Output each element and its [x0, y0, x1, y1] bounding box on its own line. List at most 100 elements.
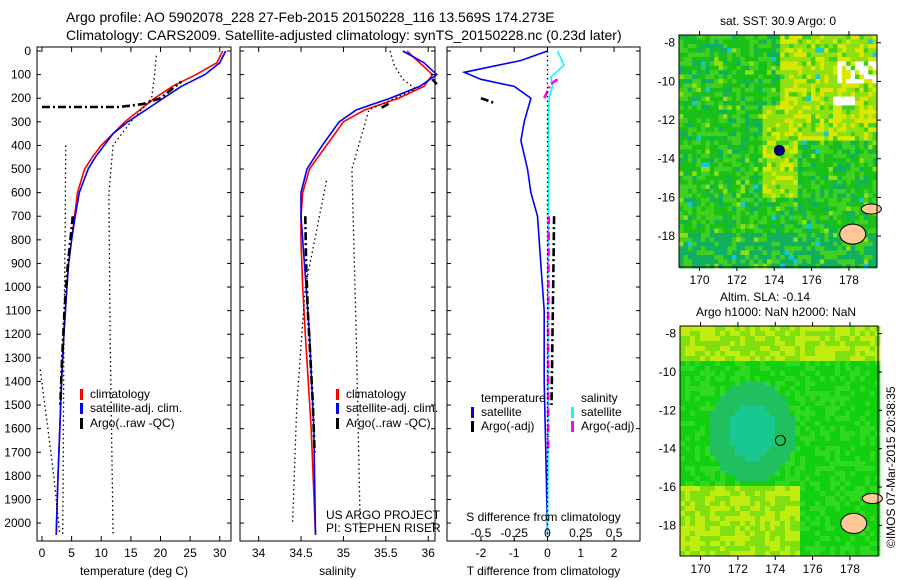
- map-cell: [850, 441, 856, 447]
- map-cell: [727, 184, 733, 190]
- map-cell: [771, 61, 777, 67]
- map-cell: [805, 466, 811, 472]
- map-cell: [705, 456, 711, 462]
- map-cell: [709, 123, 715, 128]
- map-cell: [789, 87, 794, 93]
- map-cell: [745, 341, 751, 347]
- map-cell: [802, 136, 807, 141]
- map-cell: [811, 215, 816, 221]
- map-cell: [802, 250, 807, 256]
- map-cell: [793, 171, 799, 177]
- map-cell: [714, 118, 719, 124]
- map-cell: [790, 366, 796, 372]
- map-cell: [868, 153, 873, 159]
- map-cell: [696, 206, 702, 212]
- map-cell: [795, 496, 801, 502]
- map-cell: [859, 92, 865, 97]
- map-cell: [865, 401, 871, 407]
- map-cell: [793, 149, 799, 155]
- map-cell: [850, 202, 856, 207]
- map-cell: [806, 171, 812, 177]
- map-cell: [790, 441, 796, 447]
- map-cell: [793, 158, 799, 163]
- map-cell: [820, 426, 826, 432]
- map-cell: [753, 250, 759, 256]
- map-cell: [745, 259, 750, 265]
- map-cell: [780, 541, 786, 547]
- map-cell: [695, 481, 701, 487]
- map-cell: [802, 74, 807, 80]
- map-cell: [810, 546, 816, 552]
- map-cell: [830, 371, 836, 377]
- map-cell: [820, 406, 826, 412]
- map-cell: [765, 501, 771, 507]
- map-cell: [846, 65, 851, 71]
- map-cell: [775, 96, 781, 102]
- map-cell: [760, 461, 766, 467]
- map-cell: [771, 79, 777, 84]
- map-cell: [850, 127, 856, 133]
- map-cell: [824, 184, 829, 190]
- map-cell: [828, 167, 834, 172]
- map-cell: [720, 546, 726, 552]
- map-cell: [855, 386, 861, 392]
- map-cell: [750, 411, 756, 417]
- map-cell: [784, 175, 790, 181]
- map-cell: [790, 456, 796, 462]
- map-cell: [835, 506, 841, 512]
- map-cell: [755, 481, 761, 487]
- map-cell: [715, 396, 721, 402]
- map-cell: [680, 521, 686, 527]
- map-cell: [700, 411, 706, 417]
- map-cell: [692, 43, 697, 49]
- map-cell: [830, 506, 836, 512]
- map-cell: [850, 105, 856, 111]
- map-cell: [810, 476, 816, 482]
- map-cell: [705, 511, 711, 517]
- map-cell: [714, 259, 719, 265]
- map-cell: [705, 197, 711, 203]
- map-cell: [767, 180, 772, 185]
- map-cell: [855, 396, 861, 402]
- map-cell: [785, 411, 791, 417]
- map-cell: [710, 326, 716, 332]
- map-cell: [800, 441, 806, 447]
- map-cell: [709, 219, 715, 225]
- map-cell: [715, 536, 721, 542]
- map-cell: [767, 158, 772, 163]
- map-cell: [687, 61, 693, 67]
- map-cell: [793, 167, 799, 172]
- map-cell: [850, 396, 856, 402]
- map-cell: [845, 531, 851, 537]
- map-cell: [825, 521, 831, 527]
- map-cell: [865, 386, 871, 392]
- map-cell: [700, 336, 706, 342]
- map-cell: [690, 506, 696, 512]
- map-cell: [700, 386, 706, 392]
- map-cell: [810, 351, 816, 357]
- map-cell: [872, 228, 878, 234]
- map-cell: [800, 371, 806, 377]
- map-cell: [740, 35, 746, 40]
- map-cell: [819, 43, 825, 49]
- map-cell: [740, 171, 746, 177]
- map-cell: [793, 206, 799, 212]
- map-cell: [785, 511, 791, 517]
- map-cell: [687, 35, 693, 40]
- map-cell: [797, 259, 803, 265]
- map-cell: [700, 371, 706, 377]
- map-cell: [679, 228, 684, 234]
- map-cell: [725, 441, 731, 447]
- map-cell: [820, 341, 826, 347]
- map-cell: [793, 193, 799, 199]
- map-cell: [758, 123, 763, 128]
- map-cell: [785, 346, 791, 352]
- map-cell: [696, 219, 702, 225]
- map-cell: [805, 396, 811, 402]
- map-cell: [685, 531, 691, 537]
- map-cell: [740, 83, 746, 89]
- map-cell: [758, 35, 763, 40]
- legend-label: satellite-adj. clim.: [346, 401, 438, 415]
- map-cell: [701, 171, 706, 177]
- map-cell: [868, 255, 873, 260]
